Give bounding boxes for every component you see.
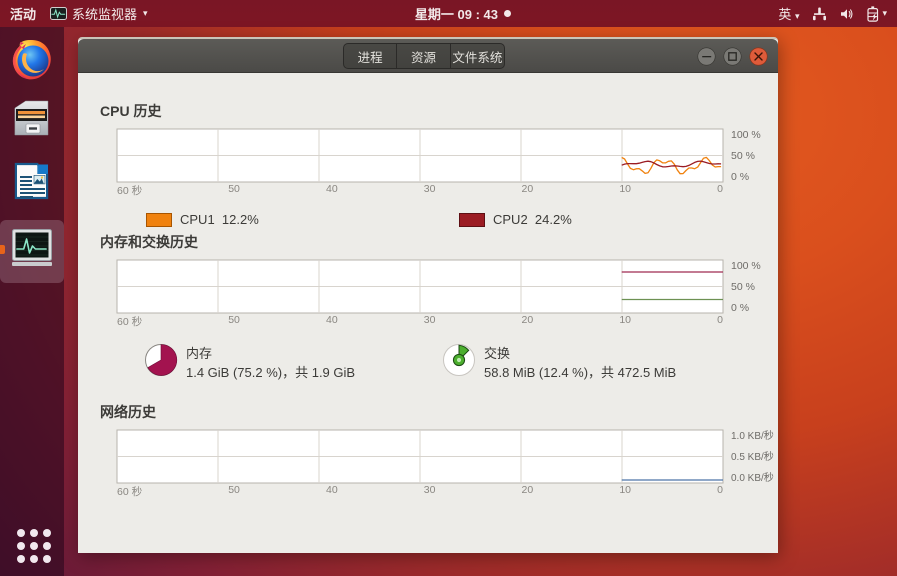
svg-text:50 %: 50 % [731, 150, 755, 162]
svg-text:1.0 KB/秒: 1.0 KB/秒 [731, 429, 774, 442]
svg-text:50 %: 50 % [731, 281, 755, 293]
svg-text:100 %: 100 % [731, 260, 761, 272]
svg-text:0 %: 0 % [731, 302, 749, 314]
svg-text:100 %: 100 % [731, 129, 761, 141]
svg-text:0 %: 0 % [731, 171, 749, 183]
svg-text:0.0 KB/秒: 0.0 KB/秒 [731, 471, 774, 484]
svg-text:0.5 KB/秒: 0.5 KB/秒 [731, 450, 774, 463]
